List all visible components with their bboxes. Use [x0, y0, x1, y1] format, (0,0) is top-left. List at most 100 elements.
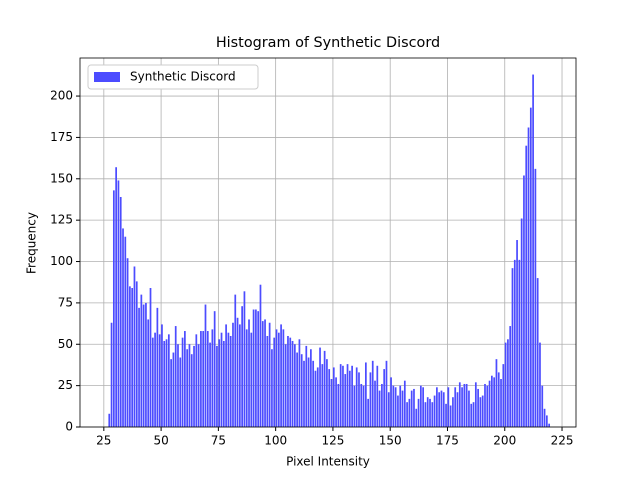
bar	[163, 340, 166, 427]
bar	[507, 339, 509, 427]
bar	[174, 326, 177, 427]
x-axis-label: Pixel Intensity	[286, 455, 370, 469]
bar	[261, 321, 264, 427]
bar	[348, 370, 351, 427]
y-tick-label: 150	[50, 171, 73, 185]
bar	[371, 360, 374, 427]
bar	[264, 319, 266, 427]
bar	[536, 278, 539, 427]
bar	[222, 340, 225, 427]
bar	[149, 288, 152, 427]
bar	[165, 339, 168, 427]
legend-swatch	[94, 72, 120, 82]
bar	[135, 281, 138, 427]
bar	[374, 380, 376, 427]
bar	[275, 329, 278, 427]
x-tick-label: 200	[493, 434, 516, 448]
bar	[268, 322, 271, 427]
bar	[468, 390, 470, 427]
bar	[126, 258, 129, 427]
bar	[364, 362, 367, 427]
bar	[408, 398, 411, 427]
bar	[138, 307, 140, 427]
bar	[399, 385, 402, 427]
bar	[495, 359, 498, 427]
y-tick-label: 75	[58, 295, 73, 309]
bar	[383, 369, 386, 427]
bar	[424, 402, 427, 427]
bar	[527, 127, 530, 428]
bar	[129, 286, 131, 427]
bar	[355, 367, 358, 427]
bar	[342, 365, 344, 427]
bar	[518, 259, 521, 427]
x-tick-label: 25	[96, 434, 111, 448]
bar	[502, 364, 505, 427]
bar	[330, 379, 333, 427]
x-tick-label: 125	[321, 434, 344, 448]
bar	[385, 360, 388, 427]
bar	[332, 367, 335, 427]
bar	[250, 332, 253, 427]
bar	[227, 332, 230, 427]
bar	[316, 367, 319, 427]
bar	[406, 402, 408, 427]
bar	[119, 196, 122, 427]
y-tick-label: 25	[58, 378, 73, 392]
x-tick-label: 100	[264, 434, 287, 448]
bar	[417, 398, 420, 427]
bar	[115, 167, 117, 428]
y-tick-label: 175	[50, 130, 73, 144]
bar	[442, 392, 445, 427]
bar	[243, 291, 246, 427]
x-tick-label: 225	[551, 434, 574, 448]
chart-title: Histogram of Synthetic Discord	[216, 35, 440, 51]
bar	[209, 342, 211, 427]
bar	[413, 388, 415, 427]
bar	[339, 364, 342, 427]
bar	[287, 335, 289, 427]
y-tick-label: 100	[50, 254, 73, 268]
bar	[154, 332, 156, 427]
bar	[346, 364, 349, 427]
bar	[463, 383, 466, 427]
bar	[236, 317, 239, 427]
y-tick-label: 200	[50, 89, 73, 103]
bar	[369, 372, 372, 427]
bar	[523, 175, 525, 427]
bar	[491, 375, 493, 427]
bar	[188, 344, 191, 427]
bar	[436, 387, 438, 427]
x-tick-label: 75	[211, 434, 226, 448]
bar	[257, 311, 260, 427]
bar	[337, 383, 340, 427]
bar	[449, 405, 452, 427]
bar	[401, 390, 404, 427]
bar	[328, 369, 331, 427]
bar	[147, 319, 150, 427]
bar	[484, 383, 486, 427]
bar	[390, 377, 392, 427]
bar	[509, 326, 512, 427]
bar	[548, 423, 550, 427]
bar	[277, 332, 280, 427]
bar	[543, 408, 546, 427]
bar	[142, 304, 145, 427]
bar	[387, 392, 390, 427]
y-tick-label: 0	[65, 420, 73, 434]
bar	[266, 335, 269, 427]
bar	[108, 413, 111, 427]
bar	[381, 383, 383, 427]
bar	[181, 337, 184, 427]
bar	[291, 340, 294, 427]
bar	[184, 331, 186, 427]
bar	[273, 337, 276, 427]
bar	[513, 259, 516, 427]
bar	[314, 370, 317, 427]
bar	[200, 331, 202, 427]
bar	[204, 304, 207, 427]
bar	[351, 365, 353, 427]
bar	[186, 349, 189, 427]
bar	[472, 402, 475, 427]
bar	[335, 377, 337, 427]
